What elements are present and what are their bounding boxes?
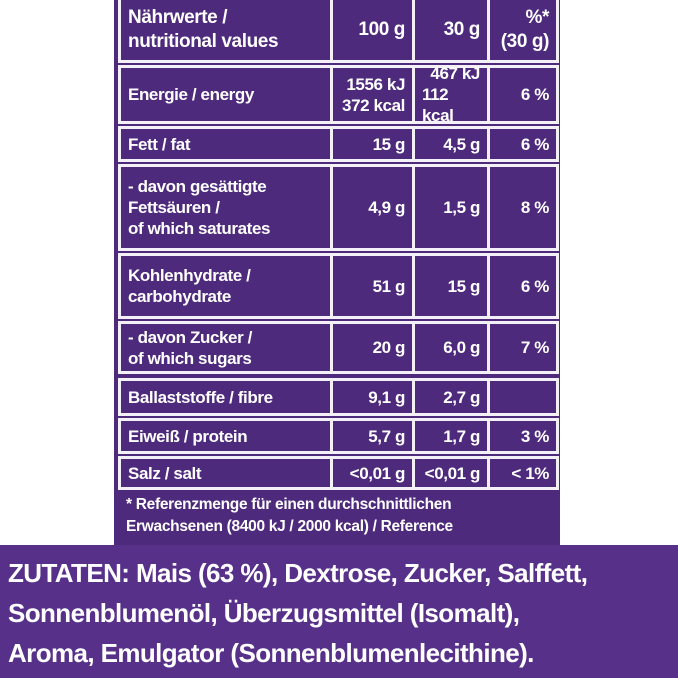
table-cell: Ballaststoffe / fibre — [118, 378, 333, 416]
table-cell: 4,5 g — [412, 126, 490, 162]
table-cell: 6 % — [487, 65, 559, 124]
cell-text: 372 kcal — [342, 95, 405, 115]
cell-text: < 1% — [511, 463, 549, 483]
cell-text: nutritional values — [128, 31, 279, 52]
table-cell: <0,01 g — [330, 456, 415, 490]
table-cell: 7 % — [487, 321, 559, 374]
ingredients-line: Aroma, Emulgator (Sonnenblumenlecithine)… — [8, 638, 534, 668]
cell-text: - davon Zucker / — [128, 327, 252, 347]
cell-text: 30 g — [443, 19, 481, 40]
table-cell: 51 g — [330, 253, 415, 319]
cell-text: 6,0 g — [443, 338, 480, 357]
table-cell: 6 % — [487, 126, 559, 162]
cell-text: %* — [525, 7, 550, 28]
cell-text: 1,7 g — [443, 426, 480, 446]
cell-text: carbohydrate — [128, 287, 231, 306]
cell-text: (30 g) — [500, 31, 550, 52]
table-cell: Eiweiß / protein — [118, 418, 333, 454]
header-cell: 100 g — [330, 0, 415, 63]
table-cell: Fett / fat — [118, 126, 333, 162]
cell-text: 6 % — [520, 134, 549, 154]
cell-text: 100 g — [358, 19, 405, 40]
table-cell: 20 g — [330, 321, 415, 374]
cell-text: 1,5 g — [443, 198, 480, 217]
cell-text: 7 % — [520, 338, 549, 357]
cell-text: 2,7 g — [443, 387, 480, 407]
table-cell: 9,1 g — [330, 378, 415, 416]
cell-text: of which sugars — [128, 348, 252, 368]
cell-text: <0,01 g — [349, 463, 406, 483]
cell-text: 4,9 g — [368, 198, 405, 217]
cell-text: 15 g — [447, 276, 481, 296]
cell-text: Kohlenhydrate / — [128, 266, 251, 285]
cell-text: 3 % — [520, 426, 549, 446]
cell-text: Fett / fat — [128, 134, 191, 154]
cell-text: 5,7 g — [368, 426, 405, 446]
table-cell: Energie / energy — [118, 65, 333, 124]
nutrition-label: Nährwerte / nutritional values 100 g 30 g %*… — [114, 0, 560, 548]
cell-text: - davon gesättigte — [128, 177, 267, 196]
cell-text: Nährwerte / — [128, 7, 228, 28]
cell-text: 51 g — [372, 276, 406, 296]
cell-text: 4,5 g — [443, 134, 480, 154]
cell-text: 6 % — [520, 85, 549, 104]
table-cell: 6,0 g — [412, 321, 490, 374]
footnote-line: Erwachsenen (8400 kJ / 2000 kcal) / Refe… — [126, 518, 453, 535]
table-cell: 15 g — [330, 126, 415, 162]
cell-text: Fettsäuren / — [128, 198, 220, 217]
footnote-line: * Referenzmenge für einen durchschnittli… — [126, 496, 452, 513]
cell-text: Energie / energy — [128, 85, 254, 104]
cell-text: Salz / salt — [128, 463, 202, 483]
table-cell: 4,9 g — [330, 164, 415, 251]
table-cell: 15 g — [412, 253, 490, 319]
table-cell: - davon gesättigte Fettsäuren / of which s… — [118, 164, 333, 251]
table-cell: - davon Zucker / of which sugars — [118, 321, 333, 374]
ingredients-line: Sonnenblumenöl, Überzugsmittel (Isomalt)… — [8, 598, 520, 628]
table-cell: 1,5 g — [412, 164, 490, 251]
ingredients-line: ZUTATEN: Mais (63 %), Dextrose, Zucker, … — [8, 558, 588, 588]
cell-text: 1556 kJ — [346, 74, 405, 94]
table-cell: 467 kJ 112 kcal — [412, 64, 490, 125]
cell-text: 20 g — [372, 338, 406, 357]
table-cell: 2,7 g — [412, 378, 490, 416]
header-cell: Nährwerte / nutritional values — [118, 0, 333, 63]
header-cell: %* (30 g) — [487, 0, 559, 63]
table-cell: < 1% — [487, 456, 559, 490]
cell-text: 112 kcal — [422, 85, 454, 125]
table-cell: <0,01 g — [412, 456, 490, 490]
table-cell: 1556 kJ 372 kcal — [330, 65, 415, 124]
cell-text: Ballaststoffe / fibre — [128, 387, 273, 407]
footnote: * Referenzmenge für einen durchschnittli… — [126, 494, 453, 538]
cell-text: 467 kJ — [430, 64, 480, 83]
cell-text: 8 % — [520, 198, 549, 217]
header-cell: 30 g — [412, 0, 490, 63]
cell-text: <0,01 g — [424, 463, 481, 483]
table-cell: Salz / salt — [118, 456, 333, 490]
cell-text: 6 % — [520, 276, 549, 296]
table-cell: 5,7 g — [330, 418, 415, 454]
table-cell: Kohlenhydrate / carbohydrate — [118, 253, 333, 319]
table-cell — [487, 378, 559, 416]
table-cell: 8 % — [487, 164, 559, 251]
cell-text: 15 g — [372, 134, 406, 154]
cell-text: of which saturates — [128, 219, 271, 238]
cell-text: Eiweiß / protein — [128, 426, 248, 446]
ingredients: ZUTATEN: Mais (63 %), Dextrose, Zucker, … — [0, 545, 678, 678]
cell-text: 9,1 g — [368, 387, 405, 407]
table-cell: 3 % — [487, 418, 559, 454]
table-cell: 1,7 g — [412, 418, 490, 454]
table-cell: 6 % — [487, 253, 559, 319]
